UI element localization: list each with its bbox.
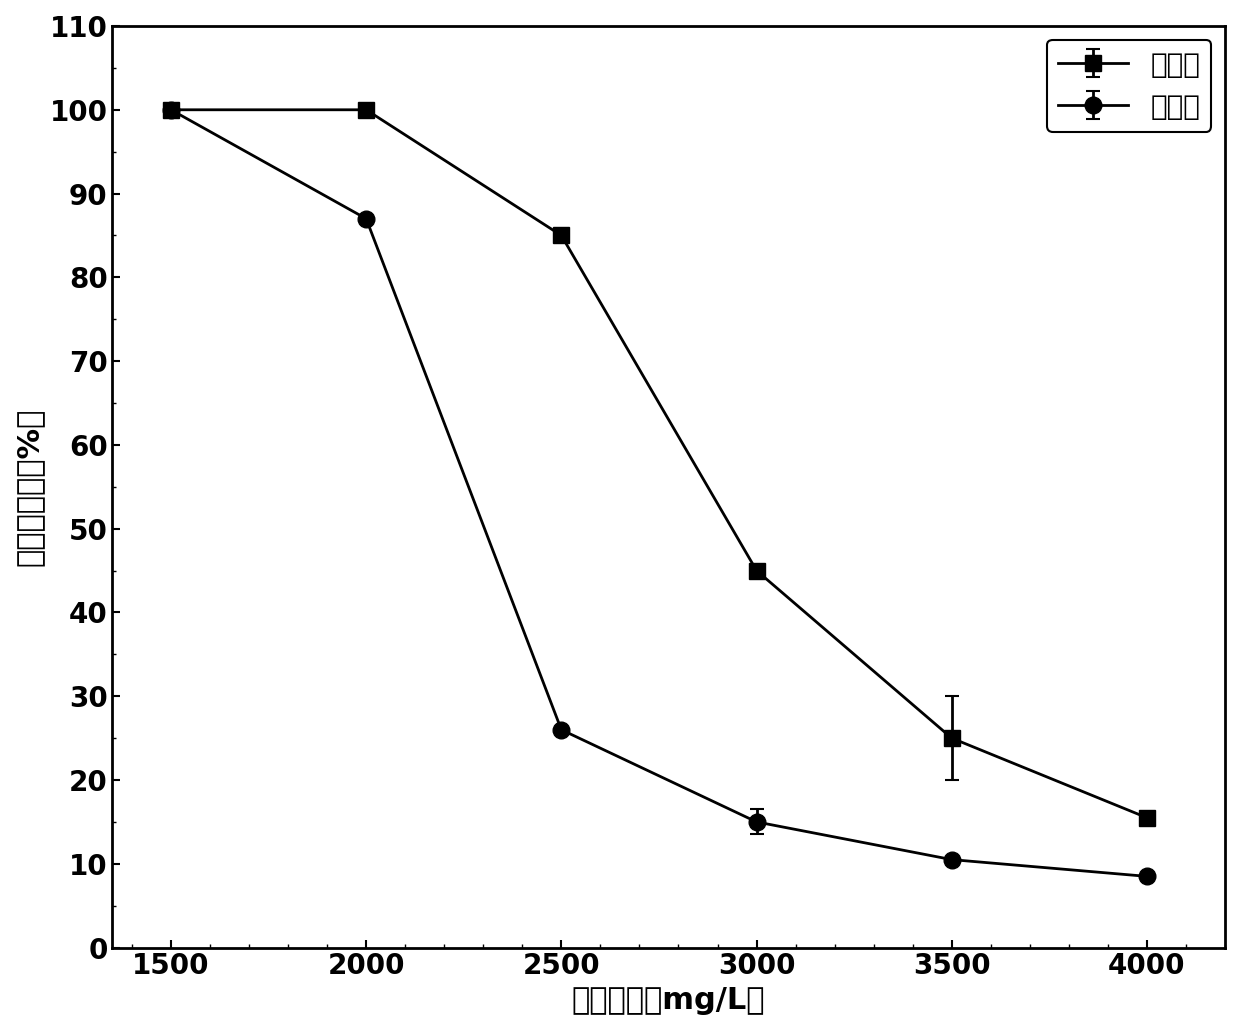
Legend: 处理组, 对照组: 处理组, 对照组 [1048, 40, 1211, 132]
Y-axis label: 苯酚去除率（%）: 苯酚去除率（%） [15, 408, 43, 565]
X-axis label: 苯酚浓度（mg/L）: 苯酚浓度（mg/L） [572, 986, 765, 1015]
